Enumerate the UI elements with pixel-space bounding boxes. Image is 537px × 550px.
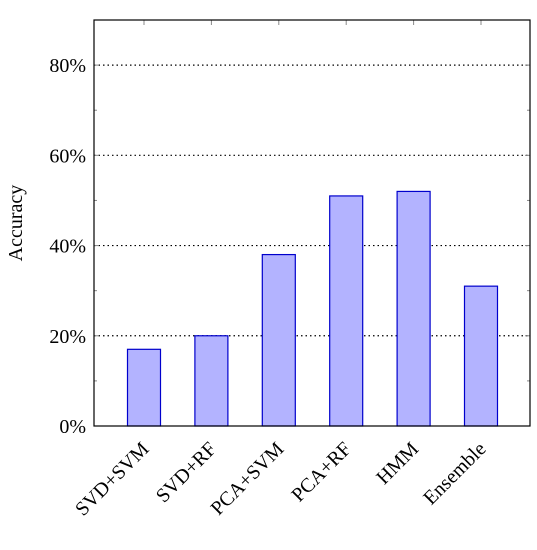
y-tick-label: 40%: [49, 236, 86, 258]
x-tick-label: HMM: [372, 438, 423, 489]
y-tick-label: 0%: [59, 416, 86, 438]
bar: [261, 253, 296, 427]
bar: [463, 285, 499, 427]
y-tick-label: 20%: [49, 326, 86, 348]
y-tick-label: 80%: [49, 55, 86, 77]
x-tick-label: PCA+RF: [287, 438, 355, 506]
bar: [126, 348, 162, 427]
bar: [194, 335, 229, 427]
y-tick-label: 60%: [49, 145, 86, 167]
x-tick-label: SVD+SVM: [71, 438, 154, 521]
plot-frame: [93, 19, 531, 427]
x-tick-label: PCA+SVM: [207, 438, 289, 520]
bar: [396, 190, 431, 427]
x-tick-label: Ensemble: [419, 438, 490, 509]
y-axis-label: Accuracy: [5, 185, 27, 262]
x-tick-label: SVD+RF: [152, 438, 221, 507]
bar: [329, 195, 364, 427]
